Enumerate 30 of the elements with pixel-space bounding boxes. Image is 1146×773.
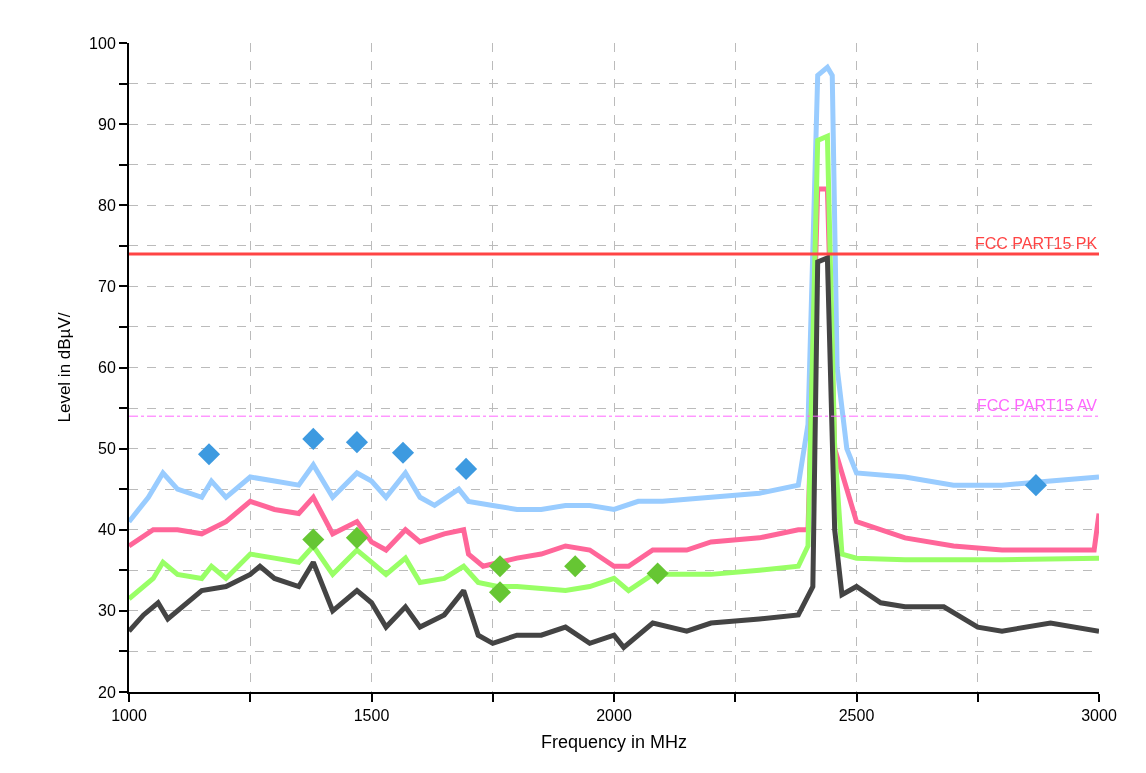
point — [564, 555, 587, 578]
y-tick-label: 60 — [98, 359, 116, 377]
point — [345, 431, 368, 454]
point — [1024, 474, 1047, 497]
point — [302, 528, 325, 551]
point — [345, 526, 368, 549]
x-axis-title: Frequency in MHz — [540, 731, 688, 752]
point — [488, 555, 512, 578]
y-tick-label: 90 — [98, 115, 116, 133]
y-axis-title: Level in dBµV/ — [55, 312, 75, 423]
ref-line-label: FCC PART15 PK — [975, 235, 1098, 252]
y-tick-label: 30 — [98, 602, 116, 620]
y-tick-label: 100 — [89, 34, 116, 52]
point — [488, 581, 512, 604]
x-tick-label: 1500 — [353, 707, 390, 725]
x-tick-label: 3000 — [1081, 707, 1117, 725]
point — [391, 441, 415, 464]
y-tick-label: 80 — [98, 196, 116, 214]
y-tick-label: 50 — [98, 440, 116, 458]
point — [646, 562, 669, 585]
point — [197, 443, 221, 466]
y-tick-label: 40 — [98, 521, 116, 539]
x-tick-label: 2000 — [596, 707, 632, 725]
x-tick-label: 1000 — [111, 707, 147, 725]
x-tick-label: 2500 — [838, 707, 875, 725]
y-tick-label: 70 — [98, 277, 116, 295]
y-tick-label: 20 — [98, 683, 116, 701]
point — [455, 457, 478, 480]
point — [302, 427, 325, 450]
ref-line-label: FCC PART15 AV — [977, 397, 1098, 414]
